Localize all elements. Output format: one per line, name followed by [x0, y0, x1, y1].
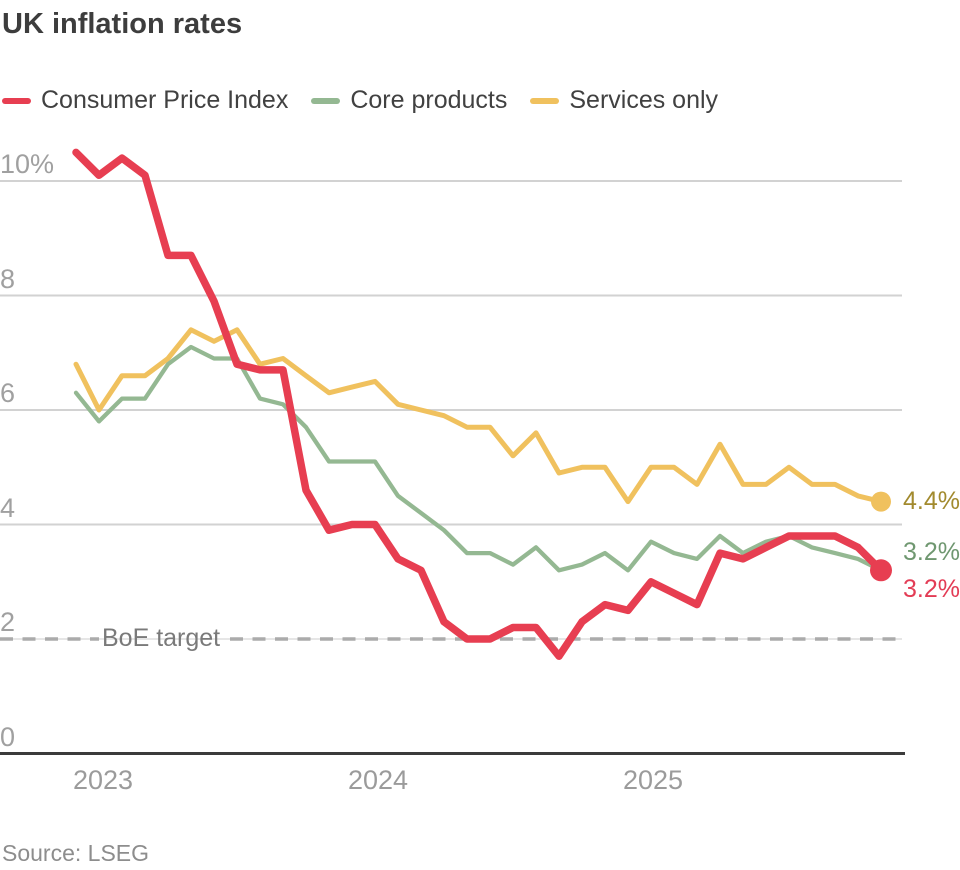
line-consumer-price-index [72, 148, 885, 660]
y-tick-label: 0 [0, 721, 16, 752]
legend-label-cpi: Consumer Price Index [41, 86, 289, 114]
legend-item-cpi: Consumer Price Index [2, 86, 288, 115]
x-tick-label: 2025 [622, 765, 684, 795]
y-tick-label: 10% [0, 149, 55, 179]
legend-label-core: Core products [350, 86, 508, 114]
y-tick-label: 2 [0, 607, 16, 637]
y-tick-label: 4 [0, 492, 16, 523]
y-tick-label: 6 [0, 378, 16, 408]
end-dot-consumer-price-index [870, 559, 892, 582]
end-value-label-cpi: 3.2% [903, 575, 960, 603]
x-tick-label: 2023 [72, 765, 134, 795]
x-tick-label: 2024 [347, 765, 409, 795]
legend-swatch-core-icon [311, 97, 341, 104]
line-core-products [73, 344, 884, 573]
y-tick-label: 8 [0, 263, 16, 294]
chart-legend: Consumer Price Index Core products Servi… [2, 86, 718, 115]
legend-item-services: Services only [530, 86, 718, 115]
legend-swatch-cpi-icon [2, 97, 31, 104]
legend-item-core: Core products [311, 86, 507, 115]
line-services-only [73, 327, 884, 505]
end-dot-services-only [871, 491, 891, 512]
source-label: Source: LSEG [2, 840, 150, 866]
legend-swatch-services-icon [530, 97, 560, 104]
end-value-label-services: 4.4% [903, 487, 960, 515]
boe-target-label: BoE target [102, 624, 221, 652]
legend-label-services: Services only [569, 86, 719, 114]
chart-title: UK inflation rates [2, 8, 243, 40]
end-value-label-core: 3.2% [903, 538, 960, 566]
